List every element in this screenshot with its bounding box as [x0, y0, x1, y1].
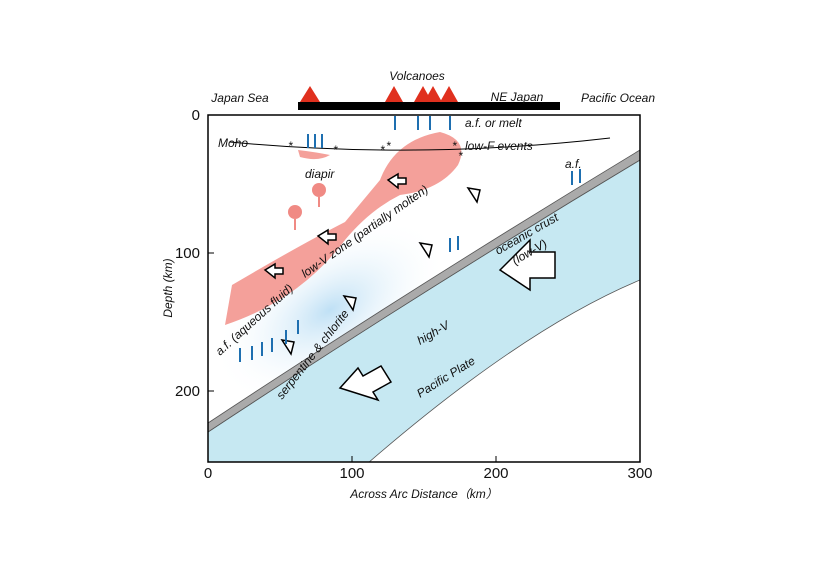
diapir-blob: [288, 205, 302, 219]
frame: [207, 114, 641, 463]
label: a.f. or melt: [465, 116, 522, 130]
label: Moho: [218, 136, 248, 150]
x-tick-label: 300: [627, 465, 652, 482]
label: Pacific Ocean: [581, 91, 655, 105]
melt-patch: [298, 150, 330, 160]
svg-text:*: *: [333, 143, 338, 157]
y-tick-label: 0: [192, 107, 200, 124]
moho-line: [229, 137, 611, 151]
label: Volcanoes: [389, 69, 445, 83]
y-axis-title: Depth (km): [161, 258, 175, 317]
label: a.f.: [565, 157, 582, 171]
x-tick-label: 200: [483, 465, 508, 482]
svg-text:*: *: [288, 139, 293, 153]
label: diapir: [305, 167, 335, 181]
fluid-zone: [213, 219, 447, 401]
svg-text:*: *: [380, 143, 385, 157]
crust: [208, 149, 640, 433]
events: * * * * **: [288, 139, 463, 163]
volcanoes: [300, 86, 458, 102]
y-tick-label: 200: [175, 383, 200, 400]
y-tick-label: 100: [175, 245, 200, 262]
label: low-F events: [465, 139, 533, 153]
x-tick-label: 0: [204, 465, 212, 482]
fluid-arrows: [239, 116, 581, 362]
svg-text:*: *: [458, 149, 463, 163]
x-tick-label: 100: [339, 465, 364, 482]
diapir-blob: [312, 183, 326, 197]
svg-text:*: *: [452, 139, 457, 153]
label: NE Japan: [491, 90, 544, 104]
x-axis-title: Across Arc Distance（km）: [349, 487, 498, 501]
flow-arrows: [263, 172, 556, 402]
arc-bar: [298, 102, 560, 110]
svg-text:*: *: [386, 139, 391, 153]
label: Japan Sea: [210, 91, 269, 105]
